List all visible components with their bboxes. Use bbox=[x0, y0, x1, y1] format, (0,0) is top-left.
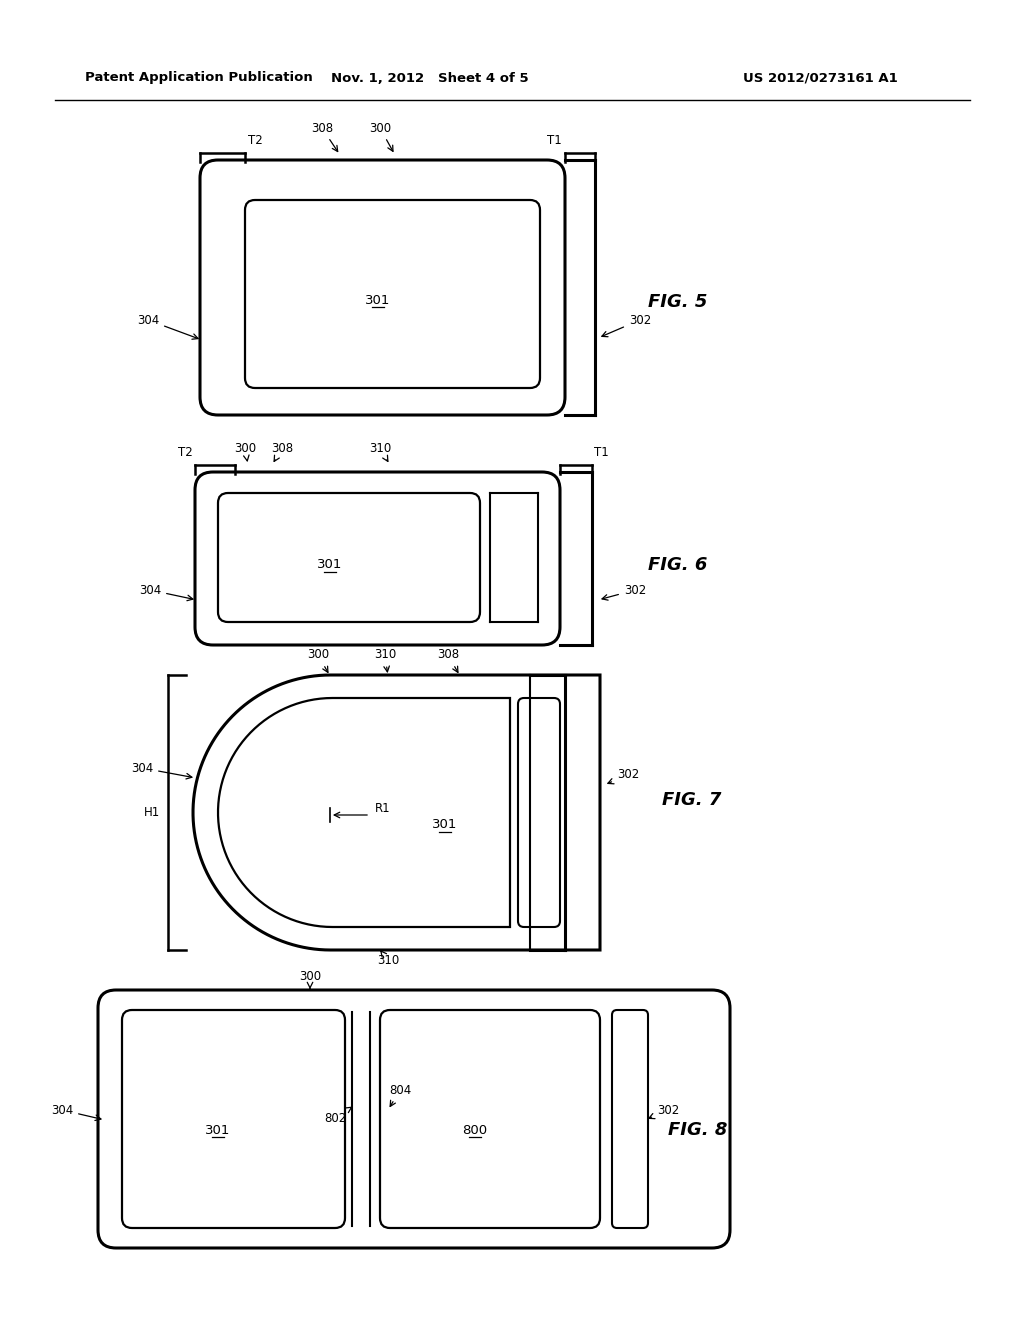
Text: 304: 304 bbox=[131, 762, 191, 779]
Text: FIG. 5: FIG. 5 bbox=[648, 293, 708, 312]
Text: 300: 300 bbox=[307, 648, 329, 672]
Text: 802: 802 bbox=[324, 1107, 351, 1125]
Text: FIG. 6: FIG. 6 bbox=[648, 556, 708, 574]
Text: 302: 302 bbox=[602, 314, 651, 337]
Text: Nov. 1, 2012   Sheet 4 of 5: Nov. 1, 2012 Sheet 4 of 5 bbox=[331, 71, 528, 84]
Text: FIG. 7: FIG. 7 bbox=[662, 791, 721, 809]
Text: 300: 300 bbox=[299, 970, 322, 989]
Text: 302: 302 bbox=[649, 1104, 679, 1118]
Text: 301: 301 bbox=[206, 1123, 230, 1137]
Text: T2: T2 bbox=[178, 446, 193, 458]
Text: US 2012/0273161 A1: US 2012/0273161 A1 bbox=[742, 71, 897, 84]
Text: Patent Application Publication: Patent Application Publication bbox=[85, 71, 312, 84]
Text: 804: 804 bbox=[389, 1084, 411, 1106]
Text: 308: 308 bbox=[271, 441, 293, 462]
Text: 308: 308 bbox=[437, 648, 459, 672]
Text: 302: 302 bbox=[602, 583, 646, 601]
Text: T1: T1 bbox=[547, 133, 562, 147]
Text: 310: 310 bbox=[374, 648, 396, 672]
Text: 800: 800 bbox=[463, 1123, 487, 1137]
Text: 304: 304 bbox=[51, 1104, 101, 1121]
Text: 310: 310 bbox=[369, 441, 391, 462]
Text: 300: 300 bbox=[369, 121, 393, 152]
Text: 304: 304 bbox=[139, 583, 193, 601]
Text: T2: T2 bbox=[248, 133, 263, 147]
Text: FIG. 8: FIG. 8 bbox=[668, 1121, 727, 1139]
Text: 300: 300 bbox=[233, 441, 256, 461]
Text: T1: T1 bbox=[594, 446, 608, 458]
Text: 301: 301 bbox=[317, 558, 343, 572]
Text: R1: R1 bbox=[375, 801, 390, 814]
Text: 301: 301 bbox=[366, 293, 391, 306]
Text: 310: 310 bbox=[377, 950, 399, 966]
Text: 302: 302 bbox=[608, 768, 639, 784]
Text: 304: 304 bbox=[137, 314, 198, 339]
Text: H1: H1 bbox=[143, 805, 160, 818]
Text: 308: 308 bbox=[311, 121, 338, 152]
Text: 301: 301 bbox=[432, 818, 458, 832]
